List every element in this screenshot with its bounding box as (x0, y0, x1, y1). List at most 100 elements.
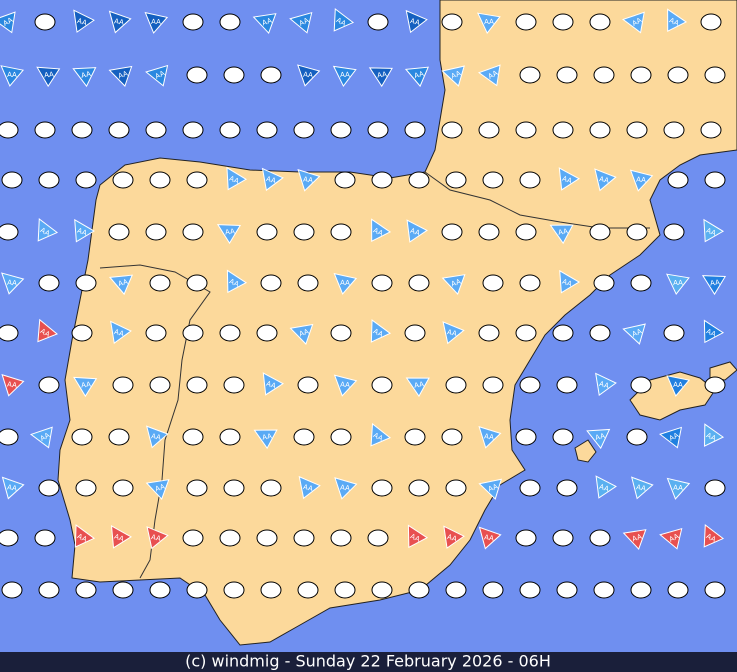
wind-arrow-shape (621, 11, 645, 34)
wind-arrow-label: AA (2, 16, 15, 28)
wind-arrow: AA (146, 425, 169, 449)
wind-arrow: AA (405, 9, 428, 34)
wind-arrow-label: AA (409, 227, 421, 238)
wind-arrow-label: AA (636, 176, 647, 185)
wind-arrow: AA (370, 319, 392, 343)
wind-arrow-shape (405, 9, 428, 34)
wind-arrow-shape (108, 274, 133, 296)
calm-marker (297, 274, 319, 292)
wind-arrow: AA (74, 218, 96, 243)
wind-arrow-shape (629, 169, 654, 192)
calm-marker (112, 376, 134, 394)
wind-arrow-label: AA (557, 227, 568, 237)
wind-arrow-label: AA (39, 327, 52, 339)
calm-marker (38, 274, 60, 292)
calm-marker (75, 171, 97, 189)
calm-marker (371, 376, 393, 394)
wind-arrow-shape (594, 168, 617, 192)
calm-marker (71, 428, 93, 446)
wind-arrow-shape (333, 374, 358, 397)
wind-arrow: AA (110, 320, 132, 344)
calm-marker (589, 223, 611, 241)
calm-marker (186, 66, 208, 84)
wind-arrow-shape (333, 272, 358, 295)
wind-arrow: AA (37, 318, 59, 343)
wind-arrow: AA (333, 8, 355, 32)
wind-arrow-label: AA (340, 71, 350, 79)
wind-arrow-label: AA (340, 279, 350, 287)
calm-marker (556, 66, 578, 84)
wind-arrow-label: AA (261, 432, 272, 442)
wind-arrow-shape (72, 67, 97, 88)
calm-marker (593, 581, 615, 599)
calm-marker (260, 479, 282, 497)
calm-marker (700, 13, 722, 31)
wind-arrow-label: AA (335, 16, 348, 28)
wind-arrow-shape (1, 373, 25, 397)
wind-arrow-label: AA (487, 69, 500, 81)
wind-arrow-label: AA (668, 16, 680, 27)
wind-arrow-label: AA (598, 483, 610, 494)
wind-arrow-label: AA (561, 175, 573, 186)
wind-arrow-shape (333, 8, 355, 32)
wind-arrow-shape (226, 269, 248, 294)
wind-arrow: AA (145, 64, 169, 87)
calm-marker (256, 121, 278, 139)
wind-arrow-label: AA (631, 16, 644, 28)
wind-arrow-label: AA (76, 17, 88, 27)
wind-arrow-shape (29, 426, 53, 449)
calm-marker (408, 581, 430, 599)
wind-arrow-shape (595, 372, 617, 396)
wind-arrow-label: AA (705, 227, 717, 238)
calm-marker (667, 66, 689, 84)
calm-marker (626, 121, 648, 139)
wind-arrow-label: AA (673, 279, 683, 287)
calm-marker (219, 428, 241, 446)
calm-marker (482, 274, 504, 292)
calm-marker (182, 324, 204, 342)
calm-marker (34, 13, 56, 31)
calm-marker (182, 529, 204, 547)
portugal-border (99, 264, 211, 579)
calm-marker (38, 171, 60, 189)
calm-marker (260, 274, 282, 292)
wind-arrow-label: AA (7, 279, 18, 288)
calm-marker (75, 581, 97, 599)
calm-marker (441, 121, 463, 139)
calm-marker (256, 529, 278, 547)
wind-arrow-label: AA (113, 533, 125, 544)
calm-marker (186, 171, 208, 189)
calm-marker (330, 428, 352, 446)
wind-arrow-label: AA (154, 69, 167, 81)
wind-arrow-label: AA (150, 432, 161, 442)
wind-arrow-label: AA (228, 277, 240, 288)
wind-arrow-shape (253, 429, 278, 450)
wind-arrow-label: AA (372, 226, 384, 237)
calm-marker (0, 529, 19, 547)
calm-marker (556, 376, 578, 394)
wind-arrow-shape (0, 11, 16, 34)
calm-marker (330, 121, 352, 139)
calm-marker (704, 66, 726, 84)
calm-marker (223, 581, 245, 599)
wind-arrow-label: AA (413, 380, 424, 390)
wind-arrow-label: AA (487, 482, 499, 493)
calm-marker (478, 324, 500, 342)
calm-marker (589, 529, 611, 547)
calm-marker (367, 13, 389, 31)
calm-marker (0, 121, 19, 139)
wind-arrow: AA (442, 321, 465, 345)
calm-marker (593, 274, 615, 292)
wind-arrow: AA (621, 11, 645, 34)
wind-arrow: AA (73, 9, 95, 33)
wind-arrow: AA (701, 275, 727, 296)
calm-marker (515, 324, 537, 342)
calm-marker (38, 376, 60, 394)
wind-arrow-shape (478, 425, 502, 449)
calm-marker (408, 479, 430, 497)
wind-arrow-label: AA (413, 70, 425, 80)
wind-arrow-label: AA (673, 484, 683, 493)
wind-arrow: AA (289, 11, 313, 34)
calm-marker (445, 376, 467, 394)
